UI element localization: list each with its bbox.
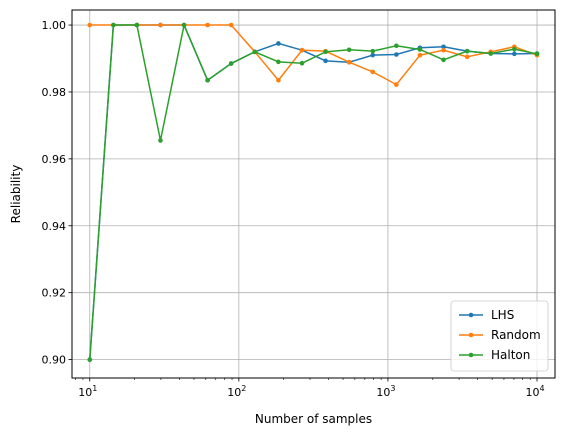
legend-box [450, 300, 549, 372]
axis-ticks: 101 102 103 104 0.90 0.92 0.94 0.96 0.98 1.00 [42, 19, 545, 399]
legend-entry-lhs: LHS [459, 308, 514, 322]
x-tick-label: 104 [525, 384, 544, 399]
legend-marker [468, 352, 474, 358]
grid [72, 10, 555, 378]
y-tick-label: 0.90 [42, 354, 67, 367]
x-tick-label: 102 [227, 384, 246, 399]
legend-marker [468, 312, 474, 318]
data-point [346, 47, 352, 53]
y-tick-label: 0.96 [42, 153, 67, 166]
legend-marker [468, 332, 474, 338]
data-point [417, 52, 423, 58]
data-point [87, 22, 93, 28]
data-point [228, 22, 234, 28]
data-point [370, 52, 376, 58]
data-point [441, 44, 446, 50]
data-point [394, 82, 399, 87]
data-point [346, 59, 352, 65]
plot-frame [71, 9, 556, 379]
series-group [87, 22, 540, 362]
data-point [87, 357, 93, 362]
data-point [134, 22, 140, 28]
data-point [464, 48, 470, 54]
data-point [276, 77, 281, 83]
data-point [181, 22, 187, 28]
x-tick-label: 101 [78, 384, 97, 399]
y-tick-label: 0.98 [42, 86, 67, 99]
y-tick-label: 1.00 [42, 19, 67, 32]
x-axis-label: Number of samples [255, 412, 372, 426]
legend-label: Halton [491, 348, 530, 362]
data-point [441, 57, 446, 63]
data-point [228, 61, 234, 66]
data-point [158, 22, 163, 28]
y-tick-label: 0.92 [42, 287, 67, 300]
data-point [534, 51, 540, 57]
series-line-random [89, 24, 538, 86]
data-point [323, 58, 328, 64]
legend-entry-halton: Halton [459, 348, 530, 362]
data-point [276, 41, 281, 46]
legend-entry-random: Random [459, 328, 541, 342]
data-point [394, 43, 399, 49]
data-point [417, 47, 423, 52]
data-point [512, 51, 517, 57]
data-point [299, 47, 305, 53]
data-point [252, 49, 258, 55]
data-point [276, 59, 281, 65]
data-point [205, 77, 210, 83]
data-point [512, 46, 517, 52]
data-point [158, 138, 163, 143]
data-point [370, 48, 376, 54]
x-tick-label: 103 [376, 384, 395, 399]
legend-label: LHS [491, 308, 514, 322]
data-point [111, 22, 116, 28]
data-point [205, 22, 210, 28]
legend-label: Random [491, 328, 541, 342]
data-point [370, 69, 376, 75]
y-axis-label: Reliability [9, 165, 23, 224]
data-point [464, 54, 470, 60]
legend: LHS Random Halton [450, 300, 549, 372]
data-point [441, 47, 446, 53]
data-point [299, 60, 305, 66]
data-point [323, 49, 328, 55]
data-point [488, 51, 494, 56]
series-line-halton [89, 22, 538, 360]
data-point [394, 52, 399, 57]
series-halton [87, 22, 540, 362]
y-tick-label: 0.94 [42, 220, 67, 233]
